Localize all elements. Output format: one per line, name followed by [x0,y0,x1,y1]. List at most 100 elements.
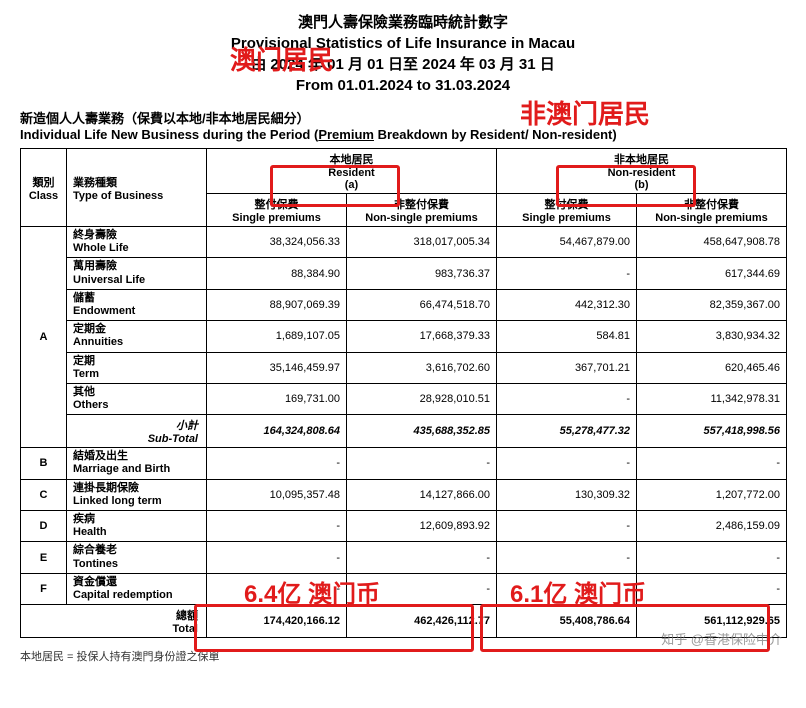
table-cell: 367,701.21 [497,352,637,383]
table-cell: 10,095,357.48 [207,479,347,510]
table-row: A終身壽險Whole Life38,324,056.33318,017,005.… [21,227,787,258]
table-cell: - [637,573,787,604]
title-period-en: From 01.01.2024 to 31.03.2024 [20,75,786,96]
title-en: Provisional Statistics of Life Insurance… [20,33,786,54]
table-cell: - [637,542,787,573]
table-cell: - [347,448,497,479]
table-cell: 1,207,772.00 [637,479,787,510]
class-C: C [21,479,67,510]
table-cell: 584.81 [497,321,637,352]
class-D: D [21,511,67,542]
statistics-table: 類別Class 業務種類Type of Business 本地居民Residen… [20,148,787,638]
row-label: 其他Others [67,383,207,414]
table-row: 萬用壽險Universal Life88,384.90983,736.37-61… [21,258,787,289]
table-cell: 174,420,166.12 [207,605,347,638]
table-cell: 35,146,459.97 [207,352,347,383]
hdr-nonres-nonsingle: 非整付保費Non-single premiums [637,194,787,227]
title-zh: 澳門人壽保險業務臨時統計數字 [20,12,786,33]
total-label: 總額Total [21,605,207,638]
table-cell: 617,344.69 [637,258,787,289]
hdr-resident: 本地居民Resident(a) [207,149,497,194]
table-cell: 164,324,808.64 [207,415,347,448]
table-cell: 3,830,934.32 [637,321,787,352]
table-cell: - [497,542,637,573]
hdr-nonresident: 非本地居民Non-resident(b) [497,149,787,194]
row-label: 儲蓄Endowment [67,289,207,320]
table-cell: 28,928,010.51 [347,383,497,414]
table-cell: - [207,542,347,573]
table-cell: 2,486,159.09 [637,511,787,542]
table-cell: 11,342,978.31 [637,383,787,414]
table-row: E綜合養老Tontines---- [21,542,787,573]
table-cell: 3,616,702.60 [347,352,497,383]
row-label: 萬用壽險Universal Life [67,258,207,289]
table-row: 其他Others169,731.0028,928,010.51-11,342,9… [21,383,787,414]
class-F: F [21,573,67,604]
table-cell: - [497,573,637,604]
table-cell: 620,465.46 [637,352,787,383]
table-cell: 130,309.32 [497,479,637,510]
row-label: 結婚及出生Marriage and Birth [67,448,207,479]
table-row: 定期金Annuities1,689,107.0517,668,379.33584… [21,321,787,352]
table-cell: 14,127,866.00 [347,479,497,510]
table-cell: 557,418,998.56 [637,415,787,448]
table-cell: - [637,448,787,479]
hdr-res-single: 整付保費Single premiums [207,194,347,227]
table-cell: 88,907,069.39 [207,289,347,320]
table-cell: - [497,258,637,289]
hdr-type: 業務種類Type of Business [67,149,207,227]
table-cell: 1,689,107.05 [207,321,347,352]
table-cell: - [497,448,637,479]
table-cell: 66,474,518.70 [347,289,497,320]
watermark: 知乎 @香港保险中介 [661,629,782,648]
section-title-zh: 新造個人人壽業務（保費以本地/非本地居民細分） [20,108,786,127]
table-cell: 169,731.00 [207,383,347,414]
table-row: 儲蓄Endowment88,907,069.3966,474,518.70442… [21,289,787,320]
table-cell: - [497,383,637,414]
subtotal-row: 小計Sub-Total164,324,808.64435,688,352.855… [21,415,787,448]
row-label: 資金償還Capital redemption [67,573,207,604]
table-cell: - [497,511,637,542]
class-E: E [21,542,67,573]
table-cell: 12,609,893.92 [347,511,497,542]
table-cell: 458,647,908.78 [637,227,787,258]
hdr-class: 類別Class [21,149,67,227]
row-label: 定期金Annuities [67,321,207,352]
table-cell: 88,384.90 [207,258,347,289]
footnote: 本地居民 = 投保人持有澳門身份證之保單 [20,648,786,664]
table-cell: - [207,448,347,479]
table-cell: 54,467,879.00 [497,227,637,258]
table-cell: 435,688,352.85 [347,415,497,448]
table-cell: 442,312.30 [497,289,637,320]
table-row: F資金償還Capital redemption---- [21,573,787,604]
row-label: 定期Term [67,352,207,383]
table-cell: - [207,511,347,542]
table-cell: 17,668,379.33 [347,321,497,352]
table-cell: 38,324,056.33 [207,227,347,258]
hdr-nonres-single: 整付保費Single premiums [497,194,637,227]
table-cell: 82,359,367.00 [637,289,787,320]
table-row: B結婚及出生Marriage and Birth---- [21,448,787,479]
section-title-en: Individual Life New Business during the … [20,127,786,142]
table-cell: - [207,573,347,604]
table-cell: - [347,573,497,604]
hdr-res-nonsingle: 非整付保費Non-single premiums [347,194,497,227]
class-B: B [21,448,67,479]
table-cell: 462,426,112.77 [347,605,497,638]
title-block: 澳門人壽保險業務臨時統計數字 Provisional Statistics of… [20,12,786,96]
table-row: C連掛長期保險Linked long term10,095,357.4814,1… [21,479,787,510]
table-cell: 983,736.37 [347,258,497,289]
row-label: 連掛長期保險Linked long term [67,479,207,510]
row-label: 終身壽險Whole Life [67,227,207,258]
table-cell: 55,278,477.32 [497,415,637,448]
table-cell: 318,017,005.34 [347,227,497,258]
row-label: 疾病Health [67,511,207,542]
subtotal-label: 小計Sub-Total [67,415,207,448]
table-cell: - [347,542,497,573]
table-row: D疾病Health-12,609,893.92-2,486,159.09 [21,511,787,542]
class-A: A [21,227,67,448]
table-row: 定期Term35,146,459.973,616,702.60367,701.2… [21,352,787,383]
title-period-zh: 由 2024 年 01 月 01 日至 2024 年 03 月 31 日 [20,54,786,75]
row-label: 綜合養老Tontines [67,542,207,573]
table-cell: 55,408,786.64 [497,605,637,638]
